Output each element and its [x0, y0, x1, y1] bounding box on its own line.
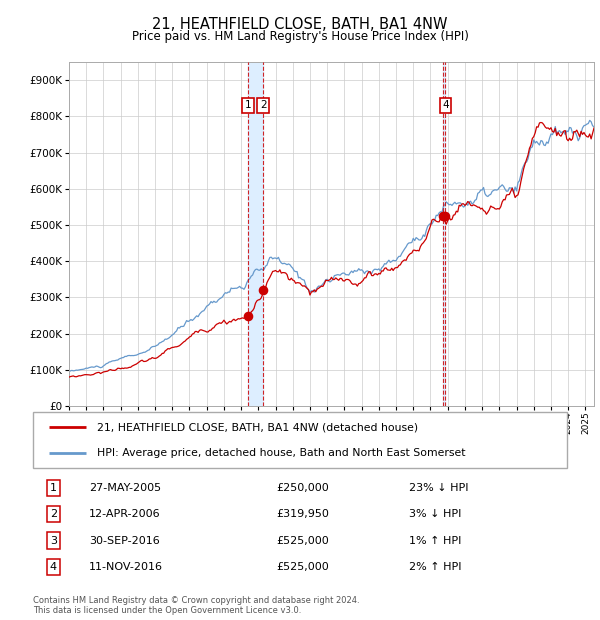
Text: 3: 3: [50, 536, 57, 546]
Text: Price paid vs. HM Land Registry's House Price Index (HPI): Price paid vs. HM Land Registry's House …: [131, 30, 469, 43]
FancyBboxPatch shape: [33, 412, 567, 468]
Text: £250,000: £250,000: [276, 483, 329, 493]
Bar: [443, 62, 445, 406]
Text: 2% ↑ HPI: 2% ↑ HPI: [409, 562, 462, 572]
Text: HPI: Average price, detached house, Bath and North East Somerset: HPI: Average price, detached house, Bath…: [97, 448, 466, 458]
Text: Contains HM Land Registry data © Crown copyright and database right 2024.: Contains HM Land Registry data © Crown c…: [33, 596, 359, 606]
Text: 12-APR-2006: 12-APR-2006: [89, 509, 161, 519]
Text: 1% ↑ HPI: 1% ↑ HPI: [409, 536, 462, 546]
Text: 1: 1: [245, 100, 251, 110]
Text: 30-SEP-2016: 30-SEP-2016: [89, 536, 160, 546]
Text: 3% ↓ HPI: 3% ↓ HPI: [409, 509, 462, 519]
Text: 4: 4: [50, 562, 57, 572]
Point: [439, 211, 448, 221]
Text: 2: 2: [260, 100, 266, 110]
Text: £525,000: £525,000: [276, 562, 329, 572]
Text: 21, HEATHFIELD CLOSE, BATH, BA1 4NW: 21, HEATHFIELD CLOSE, BATH, BA1 4NW: [152, 17, 448, 32]
Text: 23% ↓ HPI: 23% ↓ HPI: [409, 483, 469, 493]
Text: 1: 1: [50, 483, 57, 493]
Text: 11-NOV-2016: 11-NOV-2016: [89, 562, 163, 572]
Text: £319,950: £319,950: [276, 509, 329, 519]
Point: [259, 285, 268, 295]
Text: 4: 4: [442, 100, 449, 110]
Point: [244, 311, 253, 321]
Text: 2: 2: [50, 509, 57, 519]
Text: This data is licensed under the Open Government Licence v3.0.: This data is licensed under the Open Gov…: [33, 606, 301, 616]
Text: £525,000: £525,000: [276, 536, 329, 546]
Text: 27-MAY-2005: 27-MAY-2005: [89, 483, 161, 493]
Bar: [248, 62, 263, 406]
Point: [440, 211, 450, 221]
Text: 21, HEATHFIELD CLOSE, BATH, BA1 4NW (detached house): 21, HEATHFIELD CLOSE, BATH, BA1 4NW (det…: [97, 422, 418, 432]
